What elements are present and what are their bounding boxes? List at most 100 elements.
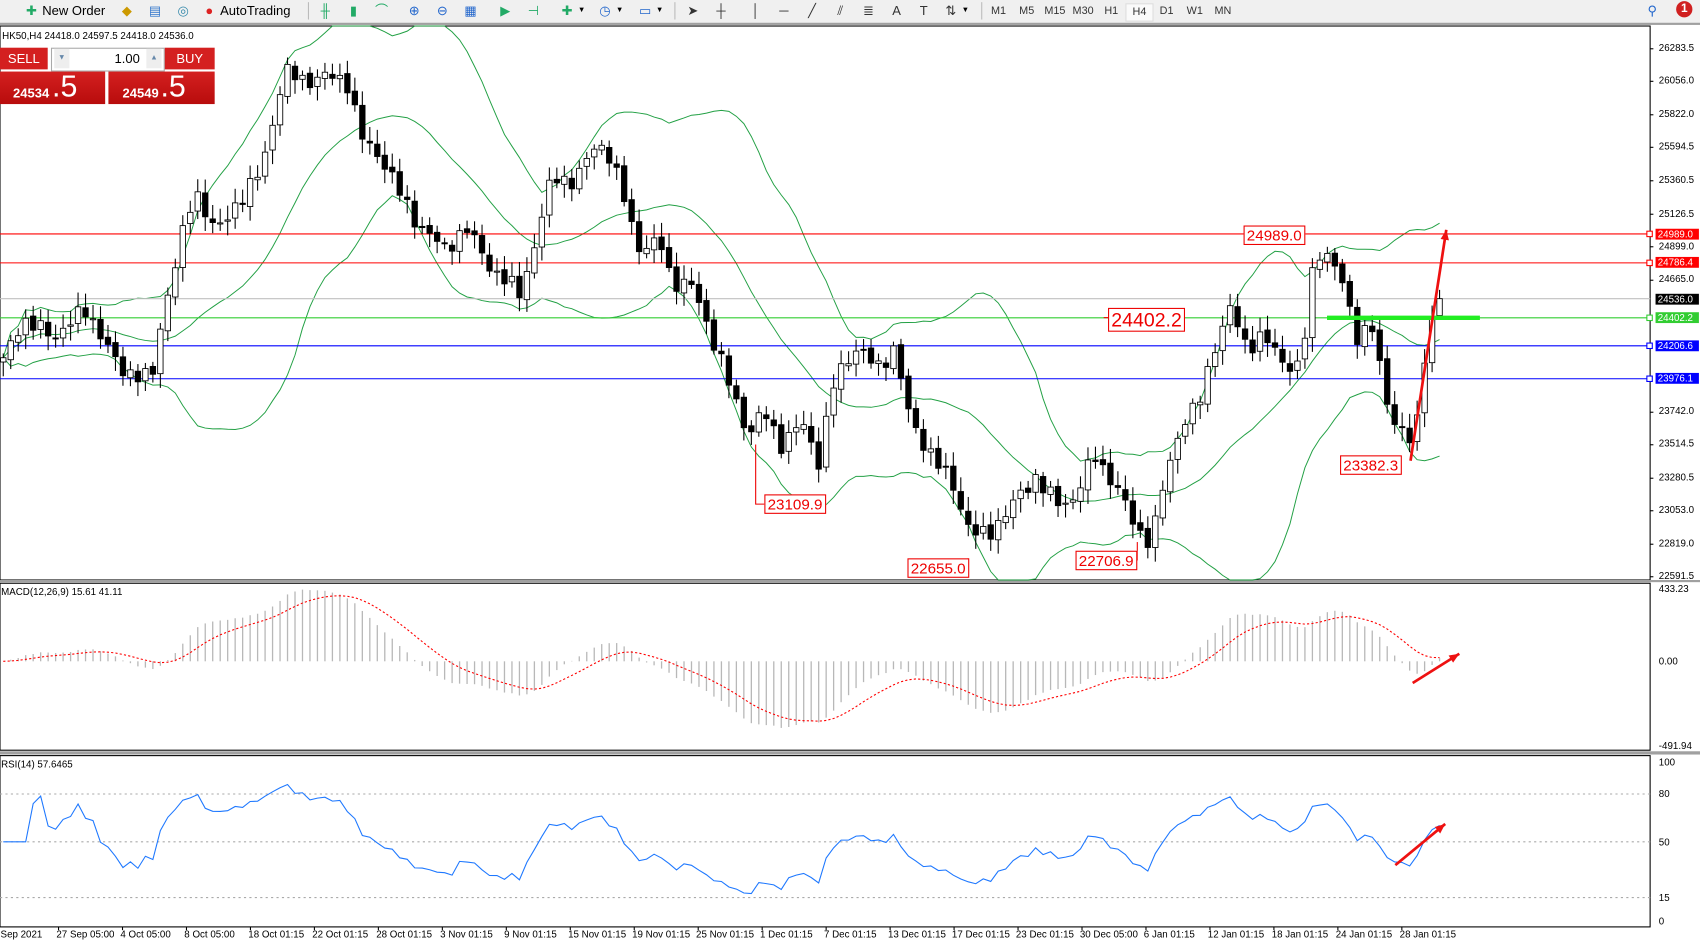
indicators-button[interactable]: ✚ ▼ — [559, 2, 586, 19]
bull-candle — [74, 306, 82, 324]
bull-candle — [59, 327, 67, 339]
zoom-in-button[interactable]: ⊕ — [407, 2, 422, 19]
bear-candle — [202, 192, 209, 218]
bull-candle — [1077, 487, 1084, 502]
price-axis-label: 26283.5 — [1658, 42, 1695, 54]
time-axis-label: 12 Jan 01:15 — [1207, 929, 1265, 940]
bull-candle — [1062, 502, 1069, 505]
bear-candle — [748, 425, 755, 433]
bear-candle — [621, 165, 628, 203]
bear-candle — [1054, 485, 1062, 507]
main-chart-frame — [0, 25, 1651, 581]
bear-candle — [920, 428, 927, 451]
lot-increase-button[interactable]: ▲ — [146, 48, 162, 69]
period-mn[interactable]: MN — [1214, 5, 1232, 18]
bear-candle — [882, 362, 890, 368]
bull-candle — [15, 335, 22, 343]
bull-candle — [1324, 253, 1331, 263]
bear-candle — [733, 385, 740, 400]
bar-chart-button[interactable]: ╫ — [318, 2, 333, 19]
bull-candle — [591, 148, 598, 158]
label-tool[interactable]: T — [916, 2, 931, 19]
line-chart-button[interactable]: ⌒ — [374, 2, 389, 19]
cursor-tool[interactable]: ➤ — [685, 2, 700, 19]
bull-candle — [246, 178, 254, 207]
bear-candle — [448, 244, 456, 252]
sell-button[interactable]: SELL — [0, 47, 48, 70]
period-d1[interactable]: D1 — [1159, 5, 1174, 18]
period-m1[interactable]: M1 — [990, 5, 1007, 18]
horizontal-line-tool[interactable]: ─ — [776, 2, 791, 19]
vertical-line-tool[interactable]: │ — [748, 2, 763, 19]
notification-badge[interactable]: 1 — [1676, 1, 1693, 18]
text-label-icon: T — [919, 3, 928, 19]
bull-candle — [1219, 325, 1226, 352]
bear-candle — [1264, 329, 1271, 344]
bear-candle — [433, 231, 441, 242]
bull-candle — [561, 175, 568, 185]
period-h1[interactable]: H1 — [1104, 5, 1119, 18]
bear-candle — [463, 228, 471, 233]
time-axis-label: 20 Sep 2021 — [0, 929, 43, 940]
bull-candle — [284, 63, 291, 97]
price-annotation: 23109.9 — [764, 494, 826, 514]
trendline-tool[interactable]: ╱ — [804, 2, 819, 19]
price-axis-label: 25126.5 — [1658, 207, 1695, 219]
search-button[interactable]: ⚲ — [1645, 2, 1660, 19]
bear-candle — [635, 221, 643, 253]
signals-button[interactable]: ▤ — [147, 2, 162, 19]
market-button[interactable]: ◎ — [176, 2, 191, 19]
period-m30[interactable]: M30 — [1072, 5, 1094, 18]
bear-candle — [897, 344, 905, 379]
bull-candle — [269, 124, 276, 151]
bear-candle — [695, 283, 703, 303]
bear-candle — [1099, 459, 1107, 466]
bull-candle — [299, 74, 306, 80]
text-tool[interactable]: A — [889, 2, 904, 19]
rsi-axis-label: 50 — [1658, 836, 1670, 848]
time-axis-label: 3 Nov 01:15 — [440, 929, 493, 940]
buy-button[interactable]: BUY — [164, 47, 215, 70]
arrows-tool[interactable]: ⇅ ▼ — [943, 2, 969, 19]
buy-price[interactable]: 24549 .5 — [108, 69, 215, 105]
market-watch-button[interactable]: ◆ — [119, 2, 134, 19]
candle-chart-button[interactable]: ▮ — [346, 2, 361, 19]
sell-price[interactable]: 24534 .5 — [0, 69, 106, 105]
period-m15[interactable]: M15 — [1044, 5, 1066, 18]
bull-candle — [1174, 437, 1181, 460]
fibonacci-tool[interactable]: ≣ — [861, 2, 876, 19]
templates-button[interactable]: ▭ ▼ — [638, 3, 664, 19]
time-axis-label: 6 Jan 01:15 — [1143, 929, 1195, 940]
time-axis-label: 30 Dec 05:00 — [1079, 929, 1138, 940]
bear-candle — [568, 177, 575, 190]
autotrading-button[interactable]: ● AutoTrading — [202, 2, 290, 19]
bear-candle — [740, 396, 747, 429]
bear-candle — [665, 247, 673, 268]
bull-candle — [314, 76, 321, 87]
period-w1[interactable]: W1 — [1186, 5, 1203, 18]
period-h4[interactable]: H4 — [1125, 3, 1154, 22]
autoscroll-button[interactable]: ▶ — [498, 2, 513, 19]
periods-button[interactable]: ◷ ▼ — [599, 3, 624, 19]
tile-windows-button[interactable]: ▦ — [463, 2, 478, 19]
bear-candle — [867, 347, 875, 364]
period-m5[interactable]: M5 — [1019, 5, 1035, 18]
new-order-button[interactable]: ✚ New Order — [24, 2, 105, 19]
bull-candle — [7, 340, 14, 361]
channel-tool[interactable]: ⫽ — [833, 2, 848, 19]
zoom-out-button[interactable]: ⊖ — [435, 2, 450, 19]
bear-candle — [404, 196, 411, 200]
bull-candle — [1017, 489, 1024, 500]
time-axis-label: 13 Dec 01:15 — [887, 929, 946, 940]
bull-candle — [276, 94, 284, 126]
chart-shift-button[interactable]: ⊣ — [526, 2, 541, 19]
crosshair-tool[interactable]: ┼ — [713, 2, 728, 19]
lot-decrease-button[interactable]: ▼ — [54, 48, 70, 69]
lot-size-field[interactable]: ▼ 1.00 ▲ — [50, 47, 165, 72]
bull-candle — [508, 275, 516, 283]
time-axis-label: 23 Dec 01:15 — [1015, 929, 1074, 940]
indicators-icon: ✚ — [561, 3, 573, 19]
bear-candle — [778, 424, 785, 454]
bear-candle — [82, 307, 89, 318]
